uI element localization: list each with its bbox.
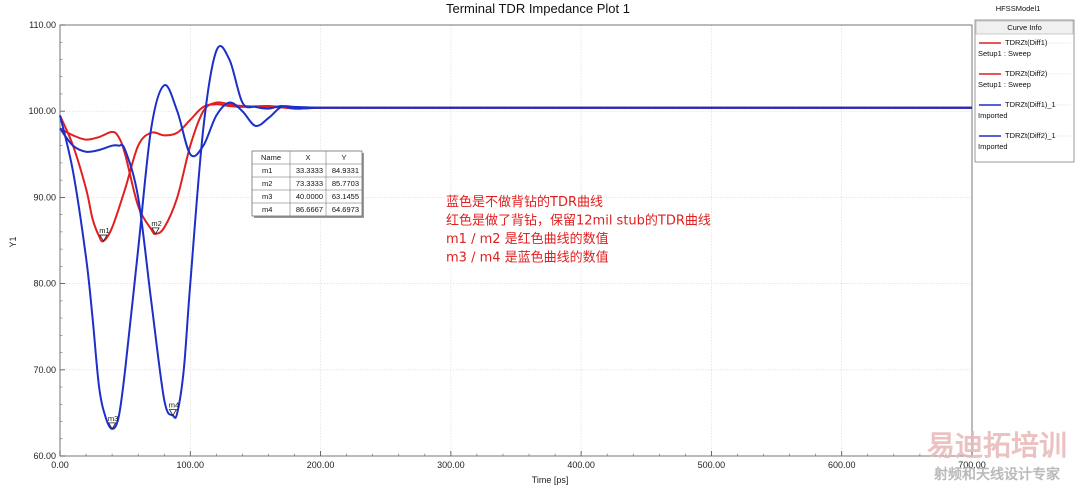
marker-table: Name X Ym1 33.3333 84.9331 m2 73.3333 85.7703 m3… bbox=[251, 150, 364, 218]
x-tick-label: 300.00 bbox=[437, 460, 465, 470]
legend-name-1: TDRZt(Diff1) bbox=[1005, 38, 1048, 47]
table-cell-text: m3 bbox=[262, 192, 272, 201]
legend-name-4: TDRZt(Diff2)_1 bbox=[1005, 131, 1056, 140]
legend: Curve Info TDRZt(Diff1) Setup1 : Sweep TDRZ… bbox=[974, 19, 1075, 163]
table-cell-text: 40.0000 bbox=[296, 192, 323, 201]
y-tick-label: 110.00 bbox=[29, 20, 56, 30]
legend-sub-4: Imported bbox=[978, 142, 1008, 151]
y-tick-label: 90.00 bbox=[33, 192, 56, 202]
table-cell-text: 73.3333 bbox=[296, 179, 323, 188]
table-header-text: Name bbox=[261, 153, 281, 162]
x-tick-label: 100.00 bbox=[177, 460, 205, 470]
marker-label-m2: m2 bbox=[151, 219, 161, 228]
axis-ticks: 0.00 100.00 200.00 300.00 400.00 500.00 600.00… bbox=[28, 20, 985, 470]
marker-triangle-m4 bbox=[168, 409, 178, 417]
legend-sub-2: Setup1 : Sweep bbox=[978, 80, 1031, 89]
table-cell-text: 85.7703 bbox=[332, 179, 359, 188]
model-label: HFSSModel1 bbox=[996, 4, 1041, 13]
plot-frame bbox=[59, 24, 973, 457]
table-header-text: X bbox=[305, 153, 310, 162]
x-tick-label: 0.00 bbox=[51, 460, 69, 470]
x-tick-label: 600.00 bbox=[828, 460, 856, 470]
watermark: 易迪拓培训 射频和天线设计专家 bbox=[927, 429, 1067, 483]
table-cell-text: m4 bbox=[262, 205, 272, 214]
y-tick-label: 70.00 bbox=[33, 365, 56, 375]
annotation-line-3: m1 / m2 是红色曲线的数值 bbox=[446, 231, 609, 247]
watermark-tagline: 射频和天线设计专家 bbox=[933, 466, 1061, 483]
series-line-4 bbox=[59, 45, 972, 419]
table-header-text: Y bbox=[341, 153, 346, 162]
x-tick-label: 400.00 bbox=[567, 460, 595, 470]
table-cell-text: 33.3333 bbox=[296, 166, 323, 175]
y-tick-label: 100.00 bbox=[28, 106, 56, 116]
annotation-line-1: 蓝色是不做背钻的TDR曲线 bbox=[446, 194, 603, 210]
legend-header bbox=[975, 20, 1074, 35]
x-axis-label: Time [ps] bbox=[532, 475, 569, 485]
marker-label-m3: m3 bbox=[108, 414, 118, 423]
legend-name-2: TDRZt(Diff2) bbox=[1005, 69, 1048, 78]
table-cell-text: 86.6667 bbox=[296, 205, 323, 214]
marker-label-m1: m1 bbox=[99, 226, 109, 235]
x-tick-label: 700.00 bbox=[958, 460, 986, 470]
grid bbox=[60, 25, 972, 456]
x-tick-label: 500.00 bbox=[698, 460, 726, 470]
table-cell bbox=[325, 202, 363, 217]
legend-sub-3: Imported bbox=[978, 111, 1008, 120]
y-tick-label: 60.00 bbox=[33, 451, 56, 461]
table-cell-text: m2 bbox=[262, 179, 272, 188]
chart-title: Terminal TDR Impedance Plot 1 bbox=[446, 1, 630, 16]
annotation-line-4: m3 / m4 是蓝色曲线的数值 bbox=[446, 250, 609, 266]
watermark-brand: 易迪拓培训 bbox=[927, 429, 1067, 462]
table-cell-text: m1 bbox=[262, 166, 272, 175]
marker-triangle-m1 bbox=[99, 234, 108, 242]
marker-triangle-m3 bbox=[107, 422, 117, 430]
table-cell-text: 63.1455 bbox=[332, 192, 359, 201]
marker-triangle-m2 bbox=[151, 227, 160, 235]
table-cell-text: 64.6973 bbox=[332, 205, 359, 214]
legend-name-3: TDRZt(Diff1)_1 bbox=[1005, 100, 1056, 109]
table-cell-text: 84.9331 bbox=[332, 166, 359, 175]
y-tick-label: 80.00 bbox=[33, 279, 56, 289]
series-group bbox=[59, 45, 972, 430]
annotation-line-2: 红色是做了背钻，保留12mil stub的TDR曲线 bbox=[446, 213, 711, 229]
marker-label-m4: m4 bbox=[169, 401, 179, 410]
legend-title: Curve Info bbox=[1007, 23, 1042, 32]
x-tick-label: 200.00 bbox=[307, 460, 335, 470]
markers-group: m1 m2 m3 m4 bbox=[99, 219, 179, 430]
y-axis-label: Y1 bbox=[8, 236, 18, 247]
legend-sub-1: Setup1 : Sweep bbox=[978, 49, 1031, 58]
